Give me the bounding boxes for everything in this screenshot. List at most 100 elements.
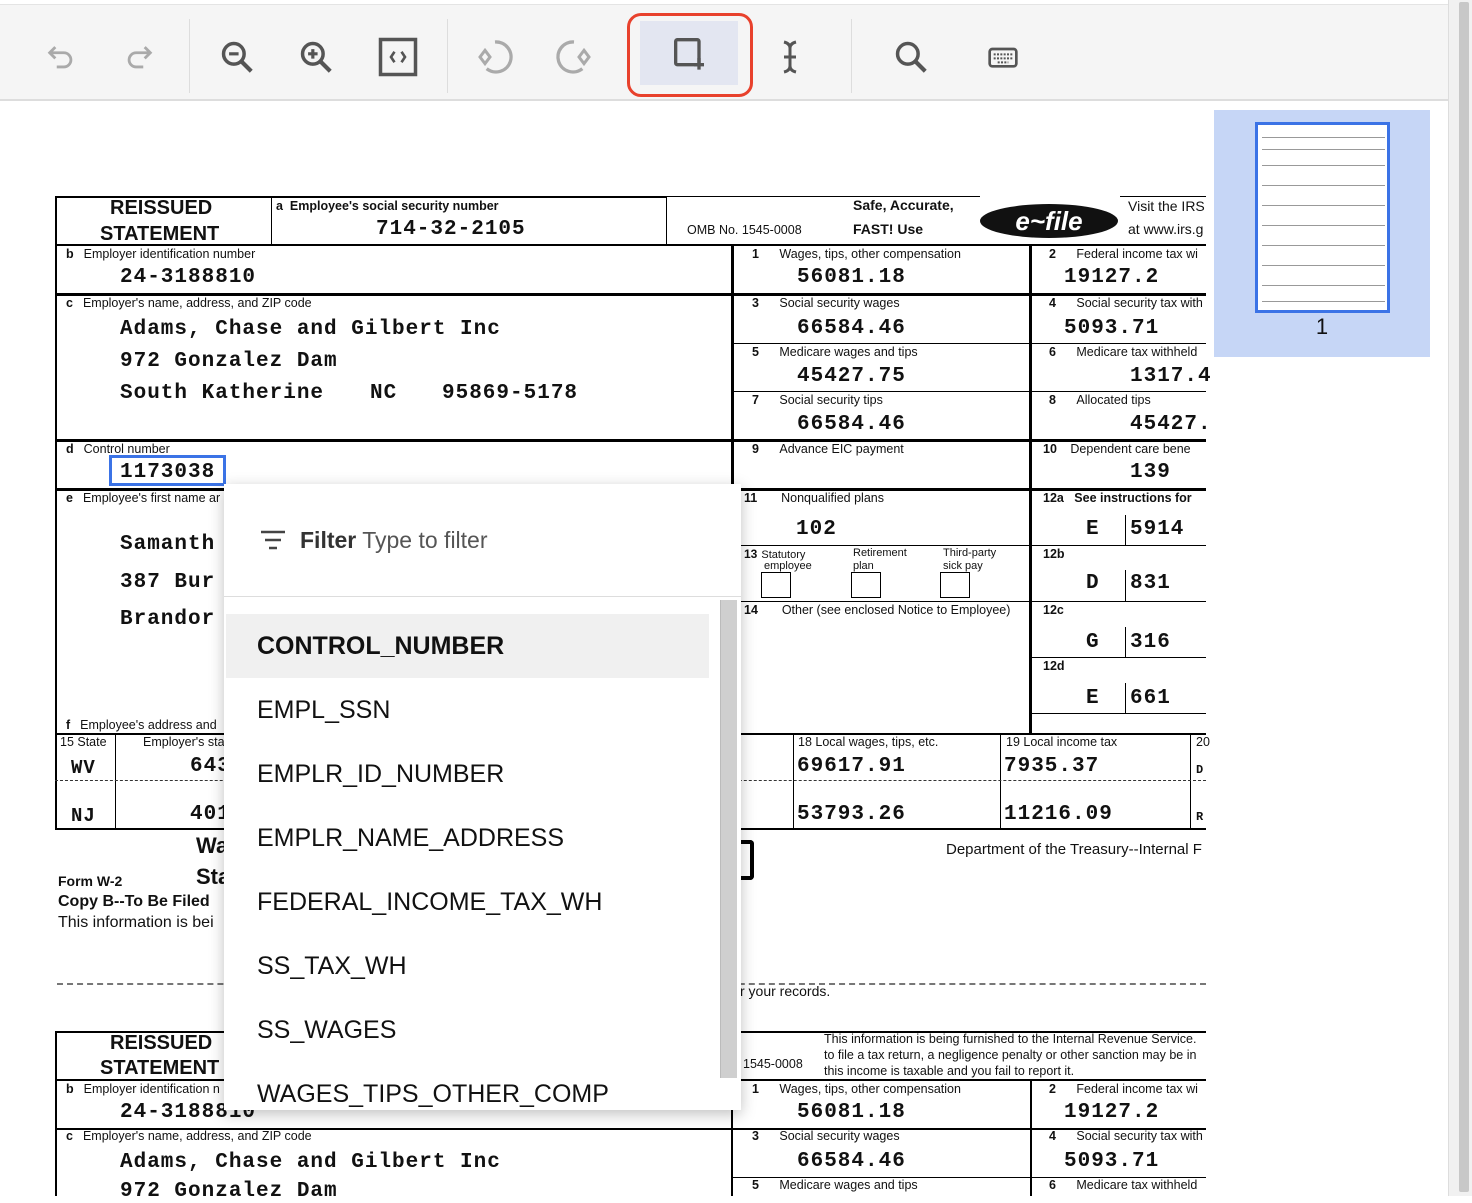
fast-use-text: FAST! Use [853,221,924,237]
box12d-code: E [1086,687,1100,710]
box12c-value: 316 [1130,631,1171,654]
third-party-sick-pay-checkbox [940,572,970,598]
rotate-right-button[interactable] [552,35,596,79]
filter-placeholder: Type to filter [362,526,488,553]
control-number-value: 1173038 [120,461,216,484]
notice-line3: this income is taxable and you fail to r… [824,1064,1075,1078]
employee-name: Samanth [120,533,216,556]
box-letter: b [66,1082,74,1096]
form-w2-label: Form W-2 [58,873,123,889]
zoom-out-button[interactable] [215,35,259,79]
visit-irs-text: Visit the IRS [1128,198,1205,214]
notice-line2: to file a tax return, a negligence penal… [824,1048,1197,1062]
text-cursor-button[interactable] [768,35,812,79]
local-wages: 69617.91 [797,755,906,778]
employer-state-id-label: Employer's sta [143,735,225,749]
page-thumbnail[interactable] [1255,122,1390,313]
filter-input[interactable]: Filter Type to filter [224,484,741,597]
box1-value: 56081.18 [797,266,906,289]
employer-address-label: Employer's name, address, and ZIP code [82,296,312,310]
redo-icon [127,46,153,69]
dropdown-option[interactable]: FEDERAL_INCOME_TAX_WH [257,887,603,916]
add-box-icon [674,38,704,70]
info-text: This information is bei [58,914,214,931]
department-text: Department of the Treasury--Internal F [946,841,1202,858]
retirement-plan-checkbox [851,572,881,598]
box-number: 14 [744,603,758,617]
zoom-out-icon [221,41,253,73]
box1-label: Wages, tips, other compensation [779,247,961,261]
employer-name: Adams, Chase and Gilbert Inc [120,318,501,341]
dropdown-scrollbar[interactable] [720,600,737,1078]
ein-label-copy2: Employer identification n [83,1082,220,1096]
box11-label: Nonqualified plans [781,491,884,505]
keyboard-button[interactable] [981,35,1025,79]
box-number: 5 [752,1178,759,1192]
add-bounding-box-button[interactable] [640,21,738,85]
box5-label-copy2: Medicare wages and tips [779,1178,918,1192]
employer-street-copy2: 972 Gonzalez Dam [120,1180,338,1203]
undo-icon [47,46,73,69]
dropdown-option[interactable]: SS_WAGES [257,1015,397,1044]
box-number: 11 [744,491,758,505]
box14-label: Other (see enclosed Notice to Employee) [781,603,1011,617]
box4-label-copy2: Social security tax with [1076,1129,1203,1143]
dropdown-option[interactable]: CONTROL_NUMBER [226,614,709,678]
box4-label: Social security tax with [1076,296,1203,310]
search-button[interactable] [889,35,933,79]
local-wages-label: 18 Local wages, tips, etc. [798,735,939,749]
page-scrollbar[interactable] [1448,0,1472,1196]
employer-city: South Katherine [120,382,325,405]
local-tax: 11216.09 [1004,803,1113,826]
dropdown-option[interactable]: SS_TAX_WH [257,951,407,980]
search-icon [895,41,927,73]
state-label: 15 State [60,735,107,749]
irs-efile-logo: e~file [980,204,1118,238]
box-letter: a [276,199,283,213]
retirement-plan-label: plan [853,560,874,572]
toolbar [0,4,1448,101]
box12a-label: See instructions for [1074,491,1192,505]
box4-value-copy2: 5093.71 [1064,1150,1160,1173]
records-text: r your records. [740,983,831,999]
statutory-employee-label: employee [764,560,812,572]
control-number-bounding-box[interactable] [109,455,226,486]
box-number: 4 [1049,1129,1056,1143]
box9-label: Advance EIC payment [779,442,904,456]
box5-value: 45427.75 [797,365,906,388]
redo-button[interactable] [117,35,161,79]
undo-button[interactable] [39,35,83,79]
statement-label-copy2: STATEMENT [100,1057,220,1079]
employee-city: Brandor [120,608,216,631]
zoom-in-button[interactable] [294,35,338,79]
retirement-label: Retirement [853,547,907,559]
box2-label: Federal income tax wi [1076,247,1198,261]
rotate-left-button[interactable] [473,35,517,79]
ein-value-copy2: 24-3188810 [120,1101,257,1124]
fit-page-button[interactable] [376,35,420,79]
box-letter: f [66,718,71,732]
box-letter: b [66,247,74,261]
ein-label: Employer identification number [83,247,256,261]
dropdown-option[interactable]: WAGES_TIPS_OTHER_COMP [257,1079,609,1108]
locality-name: R [1196,810,1205,824]
box12a-value: 5914 [1130,518,1185,541]
local-wages: 53793.26 [797,803,906,826]
box2-label-copy2: Federal income tax wi [1076,1082,1198,1096]
box2-value: 19127.2 [1064,266,1160,289]
dropdown-option[interactable]: EMPLR_NAME_ADDRESS [257,823,565,852]
label-dropdown: Filter Type to filter CONTROL_NUMBER EMP… [224,484,741,1110]
box10-label: Dependent care bene [1070,442,1191,456]
box12b-label: 12b [1043,547,1065,561]
box3-value: 66584.46 [797,317,906,340]
box3-label: Social security wages [779,296,900,310]
employee-address-label: Employee's address and [80,718,217,732]
dropdown-option[interactable]: EMPLR_ID_NUMBER [257,759,505,788]
dropdown-option[interactable]: EMPL_SSN [257,695,391,724]
local-tax-label: 19 Local income tax [1006,735,1118,749]
box-number: 12a [1043,491,1064,505]
reissued-label: REISSUED [110,197,213,219]
box-letter: d [66,442,74,456]
page-thumbnail-panel: 1 [1214,110,1430,357]
irs-url-text: at www.irs.g [1128,221,1204,237]
